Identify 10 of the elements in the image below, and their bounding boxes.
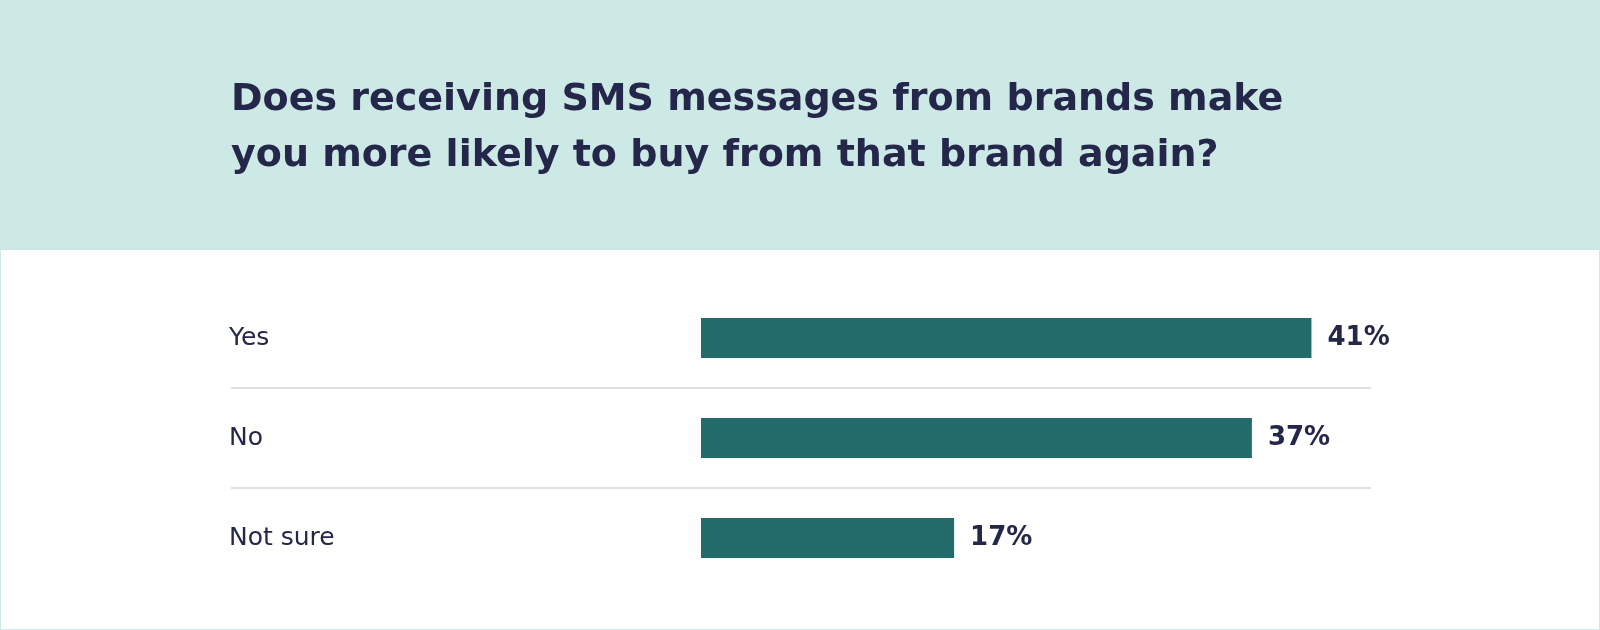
- text: %: [1304, 420, 1331, 451]
- text: %: [1363, 320, 1390, 351]
- y-tick-label: Yes: [228, 321, 270, 351]
- text: %: [1006, 520, 1033, 551]
- data-label: 41: [1327, 320, 1364, 351]
- y-tick-label: Not sure: [229, 521, 335, 551]
- y-tick-label: No: [229, 421, 263, 451]
- data-label: 17: [970, 520, 1007, 551]
- chart-title: Does receiving SMS messages from brands make you more likely to buy from that brand again?: [231, 74, 1285, 177]
- data-label: 37: [1267, 420, 1305, 451]
